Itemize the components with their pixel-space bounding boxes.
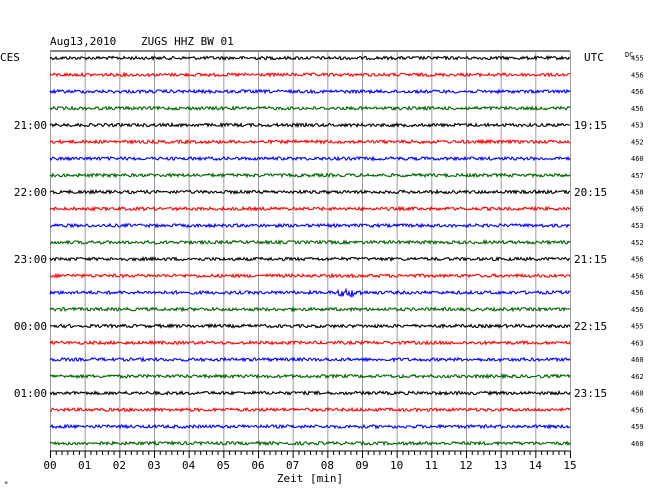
dc-offset-label: 455 [631,323,644,331]
dc-offset-label: 456 [631,306,644,314]
left-time-label: 21:00 [14,119,47,132]
time-label-group: 21:00 22:00 23:00 00:00 01:00 19:15 20:15 21:15… [14,119,607,400]
grid-lines [50,51,571,451]
x-tick-label: 05 [217,459,230,472]
x-axis: 00 01 02 03 04 05 06 07 08 09 10 11 12 13 14 15 [43,450,577,472]
trace-19 [49,356,571,363]
trace-12 [49,239,571,246]
right-time-label: 23:15 [574,387,607,400]
dc-offset-label: 457 [631,172,644,180]
dc-offset-label: 458 [631,189,644,197]
trace-23 [49,423,571,430]
trace-15 [49,287,571,298]
x-tick-label: 15 [563,459,576,472]
x-tick-label: 07 [286,459,299,472]
left-time-label: 22:00 [14,186,47,199]
trace-4 [49,105,571,112]
trace-group: 455 456 456 456 453 452 460 457 458 456 453 452 456 4… [49,55,644,448]
dc-offset-label: 460 [631,155,644,163]
trace-1 [49,55,571,61]
trace-8 [49,172,571,179]
x-tick-label: 04 [182,459,196,472]
trace-6 [49,138,571,145]
right-time-label: 19:15 [574,119,607,132]
trace-5 [49,121,571,129]
dc-offset-label: 460 [631,356,644,364]
x-tick-label: 12 [459,459,472,472]
dc-offset-label: 456 [631,205,644,213]
dc-offset-label: 452 [631,138,644,146]
chart-date: Aug13,2010 [50,35,116,48]
dc-offset-label: 456 [631,406,644,414]
dc-offset-label: 456 [631,105,644,113]
dc-offset-label: 453 [631,122,644,130]
dc-offset-label: 455 [631,55,644,63]
dc-offset-label: 452 [631,239,644,247]
x-tick-label: 13 [494,459,507,472]
trace-7 [49,155,571,162]
trace-9 [49,188,571,196]
x-tick-label: 10 [390,459,403,472]
trace-2 [49,71,571,78]
dc-offset-label: 459 [631,423,644,431]
x-tick-label: 03 [147,459,160,472]
dc-header-label: DC [625,51,633,59]
chart-station: ZUGS HHZ BW 01 [141,35,234,48]
right-time-label: 21:15 [574,253,607,266]
left-time-label: 01:00 [14,387,47,400]
dc-offset-label: 462 [631,373,644,381]
dc-offset-label: 456 [631,88,644,96]
dc-offset-label: 456 [631,256,644,264]
dc-offset-label: 456 [631,272,644,280]
right-time-label: 20:15 [574,186,607,199]
x-tick-label: 08 [321,459,334,472]
dc-offset-label: 460 [631,390,644,398]
trace-24 [49,440,571,447]
left-time-label: 00:00 [14,320,47,333]
dc-offset-label: 460 [631,440,644,448]
left-timezone-label: CES [0,51,20,64]
trace-17 [49,322,571,330]
dc-offset-label: 456 [631,289,644,297]
x-tick-label: 00 [43,459,56,472]
trace-13 [49,255,570,263]
trace-22 [49,406,571,413]
x-tick-label: 01 [78,459,91,472]
x-tick-label: 06 [251,459,264,472]
x-tick-label: 09 [355,459,368,472]
right-time-label: 22:15 [574,320,607,333]
x-tick-label: 11 [425,459,438,472]
dc-offset-label: 456 [631,71,644,79]
trace-10 [49,205,571,213]
right-timezone-label: UTC [584,51,604,64]
dc-offset-label: 453 [631,222,644,230]
trace-3 [49,88,571,95]
x-axis-title: Zeit [min] [277,472,343,485]
corner-mark: * [4,480,8,488]
trace-21 [49,389,571,396]
trace-11 [50,222,571,229]
left-time-label: 23:00 [14,253,47,266]
trace-14 [49,272,571,279]
trace-18 [49,339,571,346]
x-tick-label: 14 [529,459,543,472]
trace-20 [49,373,571,380]
trace-16 [49,305,571,313]
x-tick-label: 02 [113,459,126,472]
dc-offset-label: 463 [631,339,644,347]
